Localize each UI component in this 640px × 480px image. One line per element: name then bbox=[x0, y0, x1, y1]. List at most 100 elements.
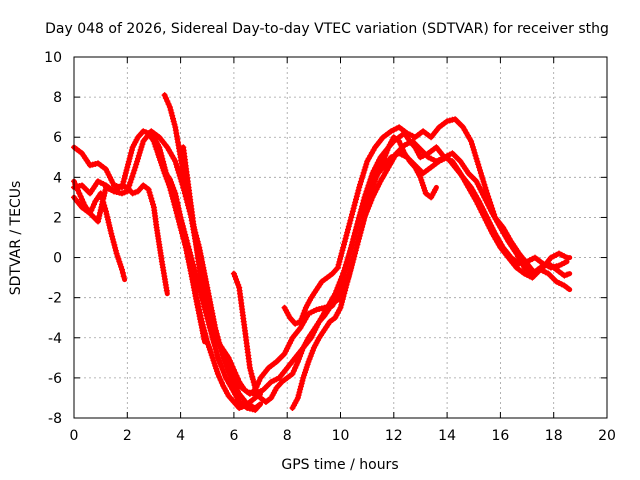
data-point-marker bbox=[99, 198, 106, 205]
data-point-marker bbox=[139, 141, 146, 148]
data-point-marker bbox=[337, 256, 344, 262]
data-point-marker bbox=[146, 189, 153, 196]
data-point-marker bbox=[212, 345, 219, 352]
data-point-marker bbox=[170, 118, 177, 125]
data-point-marker bbox=[357, 211, 364, 218]
data-point-marker bbox=[130, 170, 137, 177]
data-point-marker bbox=[110, 239, 117, 246]
data-point-marker bbox=[364, 204, 371, 211]
y-tick-label: -2 bbox=[48, 291, 62, 307]
data-point-marker bbox=[109, 233, 116, 240]
data-point-marker bbox=[348, 214, 355, 221]
data-point-marker bbox=[233, 276, 239, 283]
data-point-marker bbox=[349, 241, 355, 248]
data-point-marker bbox=[172, 205, 179, 212]
x-tick-label: 0 bbox=[70, 428, 79, 444]
data-point-marker bbox=[345, 276, 352, 282]
data-point-marker bbox=[293, 361, 300, 368]
data-point-marker bbox=[132, 189, 139, 196]
data-point-marker bbox=[295, 392, 302, 399]
data-point-marker bbox=[349, 211, 355, 218]
data-point-marker bbox=[178, 227, 185, 234]
data-point-marker bbox=[97, 209, 103, 216]
data-point-marker bbox=[121, 189, 128, 196]
data-point-marker bbox=[209, 354, 216, 361]
x-tick-label: 8 bbox=[283, 428, 292, 444]
data-point-marker bbox=[355, 217, 362, 224]
data-point-marker bbox=[103, 166, 109, 173]
data-point-marker bbox=[471, 149, 478, 156]
data-point-marker bbox=[433, 158, 440, 165]
data-point-marker bbox=[564, 271, 570, 278]
data-point-marker bbox=[353, 223, 360, 230]
data-point-marker bbox=[254, 403, 261, 409]
data-point-marker bbox=[160, 167, 167, 174]
data-point-marker bbox=[292, 364, 299, 371]
data-point-marker bbox=[482, 184, 489, 191]
data-point-marker bbox=[79, 196, 85, 203]
data-point-marker bbox=[341, 238, 348, 245]
data-point-marker bbox=[298, 315, 305, 322]
data-point-marker bbox=[216, 357, 223, 364]
data-point-marker bbox=[334, 284, 341, 291]
data-point-marker bbox=[108, 177, 115, 183]
data-point-marker bbox=[337, 304, 344, 311]
data-point-marker bbox=[167, 107, 174, 113]
data-point-marker bbox=[96, 212, 103, 219]
data-point-marker bbox=[556, 280, 562, 286]
data-point-marker bbox=[95, 215, 102, 222]
data-point-marker bbox=[359, 172, 366, 179]
data-point-marker bbox=[542, 269, 549, 276]
series-sat-k bbox=[289, 134, 439, 411]
data-point-marker bbox=[164, 178, 171, 185]
data-point-marker bbox=[151, 140, 158, 147]
data-point-marker bbox=[284, 345, 291, 352]
data-point-marker bbox=[358, 175, 365, 182]
data-point-marker bbox=[365, 198, 372, 205]
data-point-marker bbox=[154, 148, 161, 155]
data-point-marker bbox=[72, 181, 79, 188]
data-point-marker bbox=[353, 196, 359, 203]
data-point-marker bbox=[342, 284, 349, 291]
data-point-marker bbox=[162, 173, 169, 180]
data-point-marker bbox=[170, 196, 177, 203]
data-point-marker bbox=[307, 353, 314, 360]
data-point-marker bbox=[347, 217, 354, 224]
data-point-marker bbox=[173, 161, 180, 168]
data-point-marker bbox=[472, 152, 479, 159]
data-point-marker bbox=[109, 236, 116, 243]
data-point-marker bbox=[294, 358, 301, 365]
data-point-marker bbox=[118, 263, 125, 270]
data-point-marker bbox=[203, 303, 210, 310]
data-point-marker bbox=[351, 232, 358, 239]
data-point-marker bbox=[313, 306, 320, 313]
data-point-marker bbox=[75, 187, 81, 194]
data-point-marker bbox=[476, 183, 483, 190]
data-point-marker bbox=[349, 238, 356, 245]
data-point-marker bbox=[180, 235, 187, 242]
data-point-marker bbox=[125, 158, 132, 165]
data-point-marker bbox=[238, 404, 245, 410]
data-point-marker bbox=[344, 229, 351, 236]
data-point-marker bbox=[473, 178, 480, 185]
data-point-marker bbox=[340, 293, 347, 300]
data-point-marker bbox=[218, 363, 225, 370]
data-point-marker bbox=[103, 211, 110, 218]
data-point-marker bbox=[478, 173, 485, 179]
y-tick-label: 10 bbox=[44, 50, 62, 66]
data-point-marker bbox=[444, 152, 451, 159]
data-point-marker bbox=[342, 235, 349, 242]
data-point-marker bbox=[339, 296, 346, 303]
x-tick-label: 12 bbox=[385, 428, 403, 444]
data-point-marker bbox=[112, 247, 119, 254]
x-tick-label: 14 bbox=[438, 428, 456, 444]
data-point-marker bbox=[117, 261, 124, 268]
data-point-marker bbox=[179, 230, 186, 237]
data-point-marker bbox=[378, 161, 385, 168]
data-point-marker bbox=[297, 353, 303, 360]
data-point-marker bbox=[425, 154, 432, 161]
data-point-marker bbox=[303, 364, 310, 371]
series-sat-f bbox=[180, 144, 570, 397]
